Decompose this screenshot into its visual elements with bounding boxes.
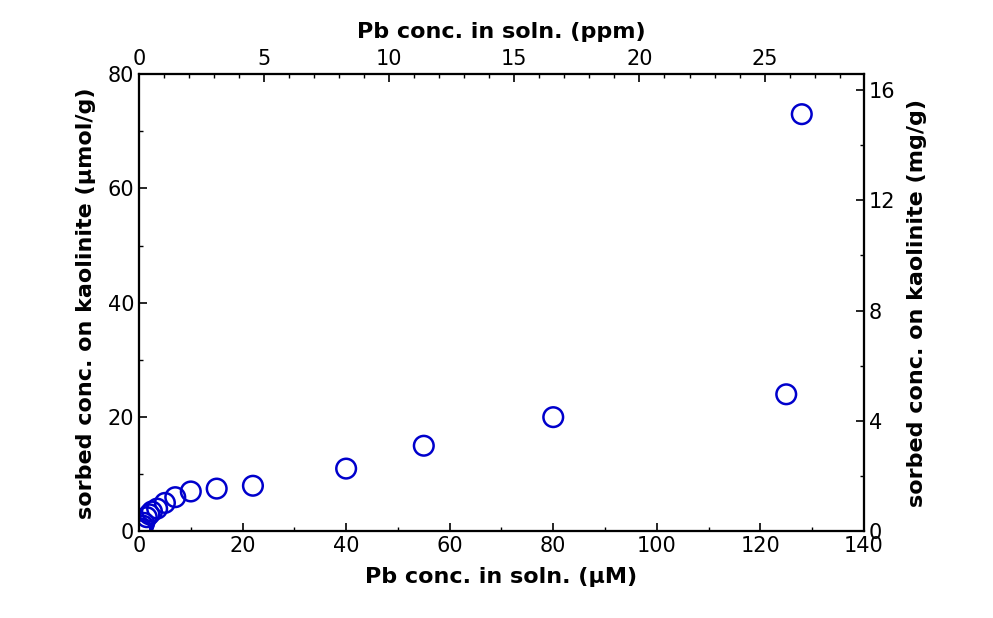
Point — [339, 464, 355, 473]
Point — [144, 507, 160, 517]
X-axis label: Pb conc. in soln. (ppm): Pb conc. in soln. (ppm) — [357, 22, 645, 42]
Point — [209, 484, 224, 494]
Point — [183, 486, 199, 496]
Point — [149, 504, 165, 514]
Point — [136, 518, 152, 528]
Y-axis label: sorbed conc. on kaolinite (mg/g): sorbed conc. on kaolinite (mg/g) — [907, 99, 926, 507]
Point — [141, 509, 157, 519]
Point — [139, 512, 155, 522]
Point — [135, 521, 151, 531]
Point — [793, 109, 809, 119]
Y-axis label: sorbed conc. on kaolinite (μmol/g): sorbed conc. on kaolinite (μmol/g) — [76, 87, 96, 519]
Point — [167, 492, 183, 502]
Point — [779, 389, 794, 399]
Point — [133, 525, 149, 535]
Point — [416, 441, 432, 451]
Point — [134, 523, 150, 533]
X-axis label: Pb conc. in soln. (μM): Pb conc. in soln. (μM) — [365, 567, 638, 588]
Point — [157, 498, 173, 508]
Point — [545, 412, 561, 422]
Point — [245, 481, 261, 491]
